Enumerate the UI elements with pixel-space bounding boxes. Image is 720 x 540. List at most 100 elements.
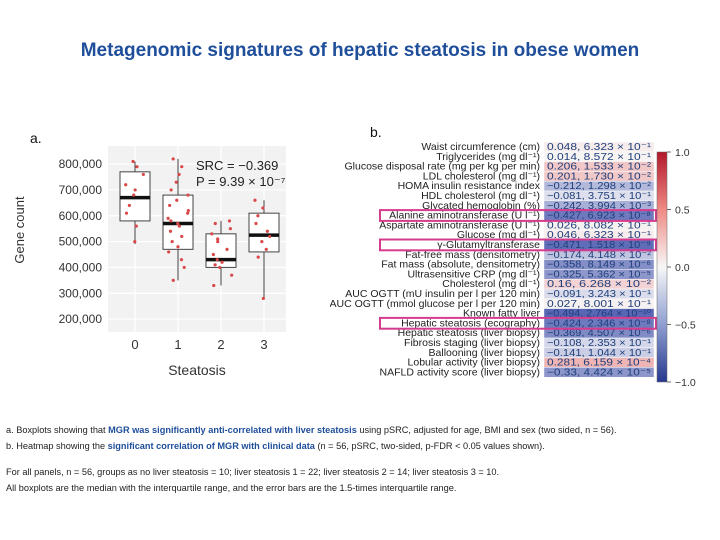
data-point [182,265,186,270]
cell-value: −0.174, 4.148 × 10⁻² [547,250,652,261]
data-point [180,165,184,169]
y-tick-label: 300,000 [59,286,103,300]
boxplot-chart: 200,000 300,000 400,000 500,000 600,000 700,0… [12,146,286,378]
data-point [212,283,216,288]
data-point [180,234,184,239]
row-label: HDL cholesterol (mg dl⁻¹) [421,190,540,202]
data-point [133,239,137,244]
cell-value: −0.427, 6.923 × 10⁻⁸ [547,211,651,222]
data-point [171,157,175,161]
cell-value: −0.108, 2.353 × 10⁻¹ [547,338,652,349]
cell-value: 0.16, 6.268 × 10⁻² [547,279,652,290]
row-label: Hepatic steatosis (ecography) [401,317,540,329]
cell-value: 0.046, 6.323 × 10⁻¹ [547,230,652,241]
data-point [261,296,265,301]
row-label: Fat mass (absolute, densitometry) [381,259,540,271]
heatmap-chart: 0.048, 6.323 × 10⁻¹0.014, 8.572 × 10⁻¹0.… [330,141,696,389]
data-point [211,252,215,257]
row-label: Ultrasensitive CRP (mg dl⁻¹) [407,268,540,280]
colorbar [656,151,668,383]
row-label: Waist circumference (cm) [421,141,540,153]
data-point [218,265,222,270]
data-point [210,232,214,236]
data-point [168,229,173,233]
y-axis-label: Gene count [12,196,27,264]
data-point [166,216,170,220]
data-point [230,273,234,277]
cell-value: −0.369, 4.507 × 10⁻⁶ [547,328,651,339]
y-tick-label: 700,000 [59,183,103,197]
data-point [256,255,260,259]
data-point [186,211,190,215]
cell-value: 0.206, 1.533 × 10⁻² [547,162,652,173]
data-point [216,239,220,244]
caption-a-tail: using pSRC, adjusted for age, BMI and se… [356,425,617,435]
row-label: Hepatic steatosis (liver biopsy) [398,327,540,339]
p-value-annotation: P = 9.39 × 10⁻⁷ [196,174,286,189]
data-point [186,193,190,197]
caption-a-text: a. Boxplots showing that [6,425,109,435]
row-label: NAFLD activity score (liver biopsy) [380,366,540,378]
caption-boxplots: All boxplots are the median with the int… [6,483,457,493]
x-tick-label: 3 [260,337,267,352]
row-label: Triglycerides (mg dl⁻¹) [436,151,540,163]
caption-a: a. Boxplots showing that MGR was signifi… [6,422,718,438]
data-point [179,258,184,262]
row-label: Lobular activity (liver biopsy) [408,357,540,369]
data-point [133,188,137,192]
data-point [135,165,139,169]
data-point [131,159,135,164]
cell-value: −0.242, 3.994 × 10⁻³ [547,201,652,212]
x-axis-label: Steatosis [168,362,226,378]
captions: a. Boxplots showing that MGR was signifi… [6,422,718,496]
row-label: Alanine aminotransferase (U l⁻¹) [389,210,540,222]
caption-groups: For all panels, n = 56, groups as no liv… [6,467,500,477]
box-body [248,212,280,253]
row-label: AUC OGTT (mmol glucose per l per 120 min… [330,298,540,310]
x-tick-label: 0 [131,337,138,352]
data-point [169,219,173,223]
data-point [260,239,264,244]
data-point [177,172,181,177]
colorbar-tick-label: 1.0 [675,147,690,159]
row-label: Fibrosis staging (liver biopsy) [404,337,540,349]
row-label: Fat-free mass (densitometry) [405,249,540,261]
cell-value: −0.212, 1.298 × 10⁻² [547,181,652,192]
data-point [168,203,172,208]
data-point [141,172,145,177]
data-point [176,221,180,226]
data-point [169,188,173,192]
row-label: Cholesterol (mg dl⁻¹) [442,278,540,290]
cell-value: −0.494, 2.764 × 10⁻¹⁰ [547,309,651,320]
cell-value: −0.081, 3.751 × 10⁻¹ [547,191,652,202]
data-point [176,245,180,249]
data-point [268,234,272,239]
data-point [264,247,268,251]
cell-value: −0.091, 3.243 × 10⁻¹ [547,289,652,300]
data-point [254,221,258,226]
colorbar-tick-label: −1.0 [675,377,696,389]
data-point [186,208,190,213]
data-point [220,260,224,264]
heatmap-cell [543,367,655,378]
cell-value: 0.281, 6.159 × 10⁻⁴ [547,358,651,369]
data-point [227,219,232,223]
data-point [216,237,220,241]
src-annotation: SRC = −0.369 [196,158,278,173]
data-point [213,263,217,267]
y-tick-label: 200,000 [59,312,103,326]
data-point [174,180,178,184]
data-point [213,221,217,226]
row-label: γ-Glutamyltransferase [437,239,540,251]
row-label: Glycated hemoglobin (%) [422,200,540,212]
colorbar-tick-label: −0.5 [675,320,696,332]
data-point [265,229,269,233]
data-point [228,227,232,231]
caption-b: b. Heatmap showing the significant corre… [6,438,718,454]
data-point [124,183,128,187]
cell-value: −0.325, 5.362 × 10⁻⁵ [547,269,651,280]
y-tick-label: 500,000 [59,235,103,249]
page-title: Metagenomic signatures of hepatic steato… [80,40,640,61]
cell-value: −0.471, 1.518 × 10⁻⁹ [547,240,651,251]
cell-value: −0.424, 2.346 × 10⁻⁸ [547,318,651,329]
